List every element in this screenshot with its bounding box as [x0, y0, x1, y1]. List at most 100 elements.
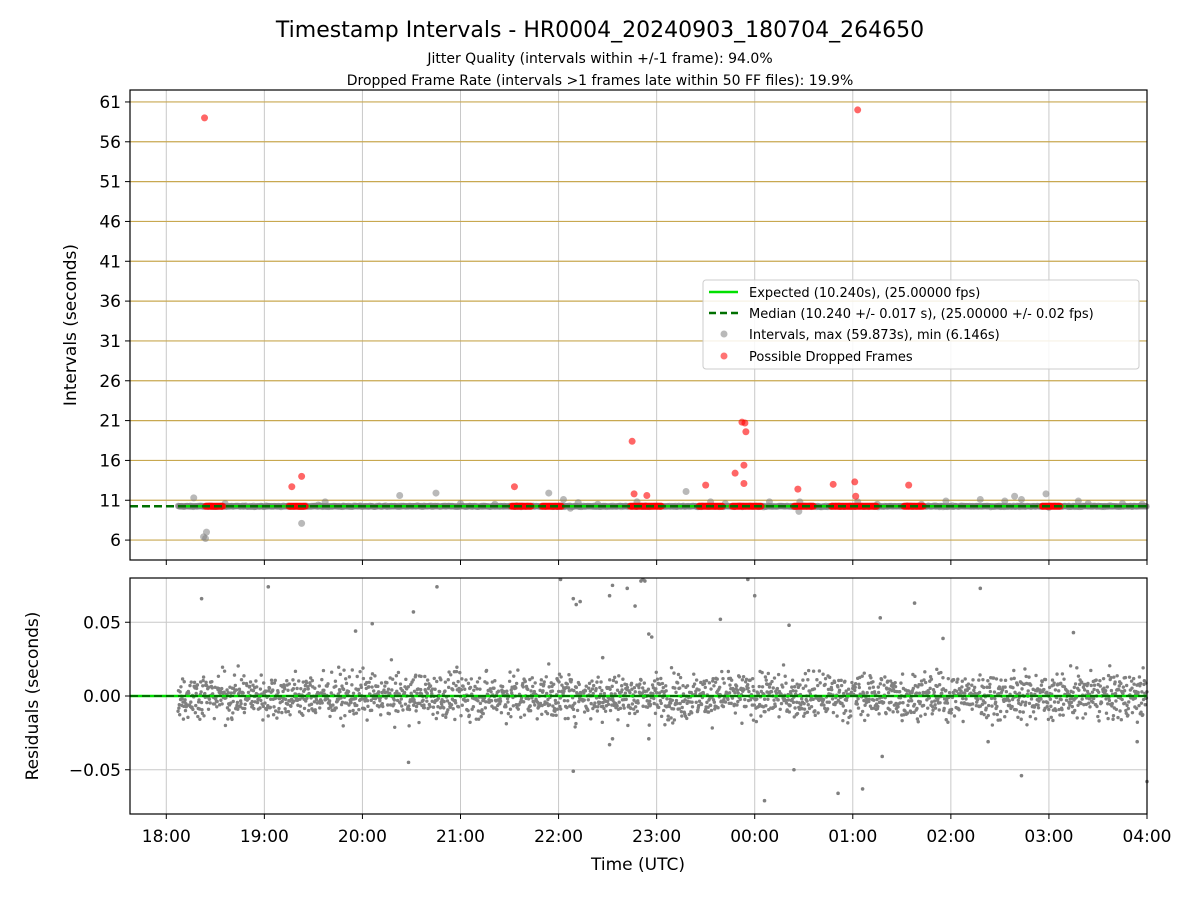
bottom-y-tick-label: 0.00 [83, 687, 121, 707]
residual-point [295, 686, 299, 691]
residual-point [985, 685, 989, 689]
residual-point [430, 692, 434, 696]
residual-point [271, 688, 275, 692]
residual-point [1096, 690, 1101, 694]
residual-point [815, 678, 819, 682]
residual-point [313, 686, 317, 690]
residual-point [627, 711, 632, 716]
residual-point [705, 700, 709, 705]
residual-point [1124, 683, 1129, 688]
residual-point [475, 680, 480, 684]
residual-point [474, 717, 478, 721]
residual-point [1015, 683, 1020, 687]
residual-point [808, 689, 812, 693]
residual-point [586, 708, 590, 713]
residual-point [498, 702, 502, 706]
residual-point [231, 699, 235, 704]
residual-point [353, 696, 358, 701]
residual-point [621, 677, 625, 681]
residual-point [912, 710, 916, 715]
residual-point [901, 701, 905, 705]
residual-point [509, 688, 513, 692]
residual-point [565, 705, 569, 710]
residual-point [1064, 698, 1069, 702]
residual-point [1110, 701, 1114, 706]
residual-point [1013, 690, 1017, 695]
residual-point [1048, 697, 1053, 701]
residual-point [386, 703, 390, 707]
residual-point [746, 686, 750, 690]
residual-point [435, 585, 439, 589]
residual-point [1127, 675, 1132, 679]
residual-point [610, 736, 615, 741]
interval-point [1001, 497, 1009, 505]
residual-point [492, 686, 496, 690]
residual-point [773, 704, 778, 708]
residual-point [546, 697, 550, 702]
dropped-frame-point [731, 469, 739, 477]
residual-point [912, 601, 917, 605]
residual-point [412, 689, 417, 693]
residual-point [179, 685, 183, 689]
residual-point [481, 711, 485, 716]
residual-point [1111, 713, 1116, 718]
residual-point [263, 701, 267, 705]
residual-point [685, 716, 689, 721]
residual-point [1089, 668, 1093, 673]
dropped-frame-point [742, 428, 750, 436]
residual-point [584, 684, 588, 688]
residual-point [660, 681, 665, 686]
residual-point [469, 677, 474, 681]
residual-point [412, 698, 416, 702]
residual-point [493, 679, 497, 683]
residual-point [638, 682, 642, 686]
residual-point [964, 697, 968, 701]
residual-point [201, 678, 205, 683]
residual-point [922, 678, 926, 682]
residual-point [1098, 684, 1102, 688]
residual-point [241, 681, 246, 685]
residual-point [233, 683, 238, 688]
residual-point [223, 723, 228, 728]
residual-point [923, 712, 927, 717]
residual-point [1067, 700, 1071, 705]
residual-point [1034, 673, 1038, 678]
residual-point [1019, 773, 1024, 778]
residual-point [248, 684, 252, 689]
residual-point [1104, 711, 1109, 715]
residual-point [208, 701, 212, 705]
residual-point [567, 673, 571, 677]
residual-point [891, 710, 895, 714]
residual-point [574, 602, 579, 607]
residual-point [422, 706, 427, 710]
residual-point [913, 674, 917, 679]
residual-point [775, 686, 780, 691]
residual-point [273, 678, 277, 683]
residual-point [1018, 710, 1022, 714]
residual-point [645, 705, 650, 709]
residual-point [736, 699, 740, 704]
residual-point [396, 670, 401, 675]
residual-point [865, 691, 869, 695]
residual-point [1009, 677, 1014, 681]
residual-point [258, 706, 262, 710]
residual-point [674, 690, 678, 695]
residual-point [439, 678, 443, 682]
residual-point [607, 593, 612, 598]
residual-point [291, 678, 295, 682]
residual-point [994, 677, 999, 681]
residual-point [243, 702, 247, 707]
residual-point [428, 704, 432, 709]
residual-point [341, 724, 345, 728]
residual-point [944, 688, 948, 693]
residual-point [1062, 677, 1066, 681]
residual-point [955, 680, 959, 684]
dropped-frame-point [829, 480, 837, 488]
residual-point [764, 703, 768, 708]
residual-point [886, 691, 891, 695]
residual-point [593, 704, 598, 709]
residual-point [544, 675, 548, 679]
residual-point [528, 704, 532, 708]
residual-point [312, 700, 317, 704]
residual-point [803, 671, 808, 676]
